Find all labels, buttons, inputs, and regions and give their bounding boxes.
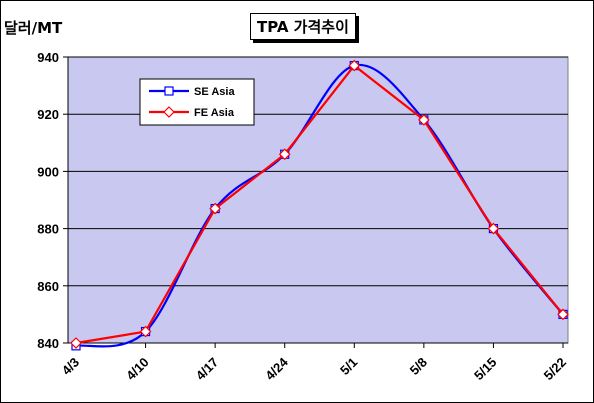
data-point [278,148,291,161]
x-tick-label: 5/8 [407,355,430,378]
y-tick-label: 840 [37,336,59,351]
series-layer [70,59,569,351]
legend-label: SE Asia [194,86,235,98]
data-point [487,222,500,235]
x-tick-label: 4/3 [59,355,82,378]
x-tick-label: 5/1 [337,355,360,378]
data-point [70,337,82,349]
data-point [418,114,430,126]
data-point [557,308,569,321]
x-tick-label: 4/10 [123,355,152,384]
y-tick-label: 900 [37,164,59,179]
legend-label: FE Asia [194,107,235,119]
series-line [75,64,564,345]
data-point [348,59,361,72]
legend-box [139,78,255,126]
x-tick-label: 5/22 [541,355,570,384]
chart-title: TPA 가격추이 [250,13,356,40]
y-tick-label: 860 [37,279,59,294]
series-fe-asia [70,59,569,349]
x-tick-labels: 4/3 4/10 4/17 4/24 5/1 5/8 5/15 5/22 [59,343,569,383]
y-tick-label: 920 [37,107,59,122]
data-point [209,202,221,215]
x-tick-label: 4/17 [193,355,222,384]
legend-marker [163,106,175,118]
y-tick-label: 940 [37,50,59,65]
axes [67,57,568,344]
legend-item: FE Asia [149,106,235,119]
x-tick-label: 5/15 [471,355,500,384]
legend: SE Asia FE Asia [139,78,255,126]
data-point [139,325,152,338]
y-tick-label: 880 [37,222,59,237]
legend-marker [164,86,174,96]
legend-item: SE Asia [149,86,235,98]
x-tick-label: 4/24 [262,354,291,383]
y-axis-unit-label: 달러/MT [4,19,63,37]
y-tick-labels: 840 860 880 900 920 940 [37,50,68,351]
